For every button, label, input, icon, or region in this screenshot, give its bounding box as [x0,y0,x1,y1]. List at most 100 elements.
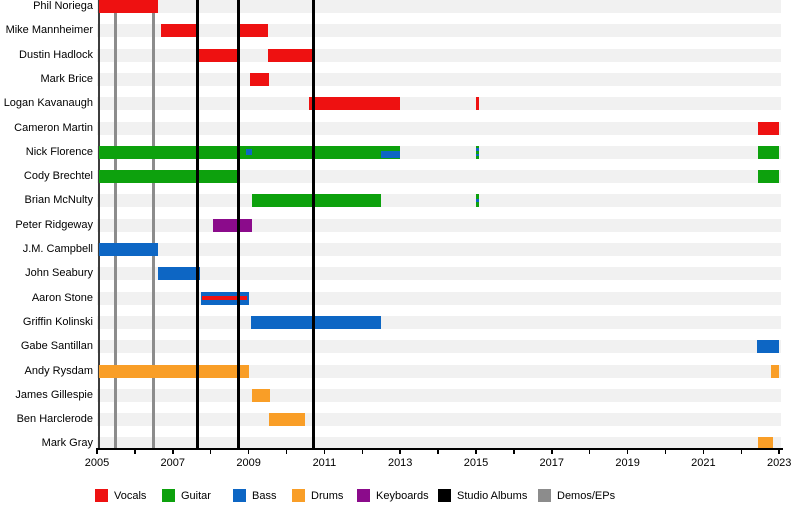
timeline-bar-bass [757,340,780,354]
row-track [97,0,781,13]
axis-tick-label: 2005 [84,457,110,469]
legend-item-drums: Drums [292,489,343,502]
axis-tick [626,450,629,454]
legend-swatch-bass [233,489,246,502]
axis-tick [172,450,174,454]
member-name: Aaron Stone [31,291,93,304]
axis-tick-label: 2007 [160,457,186,469]
timeline-bar-vocals [98,0,158,13]
axis-tick [285,450,288,454]
timeline-bar-vocals [250,72,270,86]
legend-item-vocals: Vocals [95,489,146,502]
legend-label: Demos/EPs [557,489,616,502]
legend-item-studio_albums: Studio Albums [438,489,527,502]
member-name: Mike Mannheimer [5,24,93,37]
axis-tick [323,450,326,454]
row-track [97,243,781,256]
member-name: Cody Brechtel [23,170,93,183]
legend-swatch-demos_eps [538,489,551,502]
axis-tick [96,450,98,454]
member-name: Logan Kavanaugh [3,97,93,110]
timeline-bar-guitar [758,170,780,184]
timeline-bar-guitar [252,194,382,208]
timeline-bar-bass [381,151,401,159]
row-track [97,170,781,184]
axis-tick [778,450,780,454]
member-name: John Seabury [25,267,93,280]
axis-tick [475,450,477,454]
member-name: Phil Noriega [33,0,93,12]
legend-swatch-studio_albums [438,489,451,502]
axis-tick [361,450,364,454]
timeline-bar-bass [98,243,158,256]
row-track [97,291,781,305]
row-track [97,315,781,329]
legend-swatch-vocals [95,489,108,502]
member-name: Ben Harclerode [16,413,93,426]
axis-tick-label: 2023 [766,457,792,469]
demo-ep-line [114,0,118,448]
member-name: Mark Brice [40,72,93,85]
timeline-bar-bass [476,199,480,203]
axis-tick [664,450,667,454]
timeline-bar-drums [268,413,306,427]
axis-tick [247,450,250,454]
plot-left-border [98,0,100,448]
axis-tick [588,450,591,454]
axis-tick-label: 2013 [387,457,413,469]
timeline-bar-vocals [309,97,401,111]
member-name: Griffin Kolinski [22,315,93,328]
legend-label: Keyboards [376,489,429,502]
legend-swatch-guitar [162,489,175,502]
axis-tick [551,450,553,454]
row-track [97,267,781,281]
member-name: Dustin Hadlock [19,48,93,61]
legend-swatch-keyboards [357,489,370,502]
axis-tick-label: 2015 [463,457,489,469]
row-track [97,340,781,354]
axis-tick [437,450,439,454]
legend-label: Guitar [181,489,211,502]
row-track [97,413,781,427]
timeline-bar-vocals [267,48,312,62]
legend-item-bass: Bass [233,489,276,502]
legend-swatch-drums [292,489,305,502]
axis-tick-label: 2019 [615,457,640,469]
member-name: Andy Rysdam [24,364,93,377]
axis-tick [513,450,515,454]
legend-label: Vocals [114,489,147,502]
timeline-bar-vocals [237,24,268,38]
timeline-bar-drums [98,364,249,378]
timeline-bar-bass [245,149,252,156]
timeline-bar-vocals [202,295,248,301]
timeline-bar-vocals [195,48,239,62]
legend-item-guitar: Guitar [162,489,211,502]
row-track [97,364,781,378]
row-track [97,437,781,451]
legend-label: Bass [252,489,277,502]
timeline-bar-guitar [476,145,480,159]
timeline-bar-drums [770,364,780,378]
member-name: Brian McNulty [24,194,93,207]
axis-tick-label: 2021 [691,457,716,469]
axis-tick-label: 2017 [539,457,565,469]
row-track [97,24,781,38]
axis-tick-label: 2011 [312,457,337,469]
member-name: Peter Ridgeway [15,218,93,231]
timeline-bar-bass [250,315,382,329]
member-name: Mark Gray [41,437,93,450]
studio-album-line [311,0,315,448]
legend-label: Drums [311,489,344,502]
timeline-bar-drums [252,388,271,402]
axis-tick [399,450,401,454]
timeline-bar-bass [476,148,480,151]
member-name: Gabe Santillan [20,340,93,353]
timeline-bar-vocals [161,24,196,38]
legend-item-keyboards: Keyboards [357,489,429,502]
timeline-bar-guitar [758,145,780,159]
x-axis-line [96,448,783,450]
axis-tick [702,450,705,454]
row-track [97,218,781,232]
timeline-bar-keyboards [212,218,253,232]
member-name: Nick Florence [25,145,93,158]
